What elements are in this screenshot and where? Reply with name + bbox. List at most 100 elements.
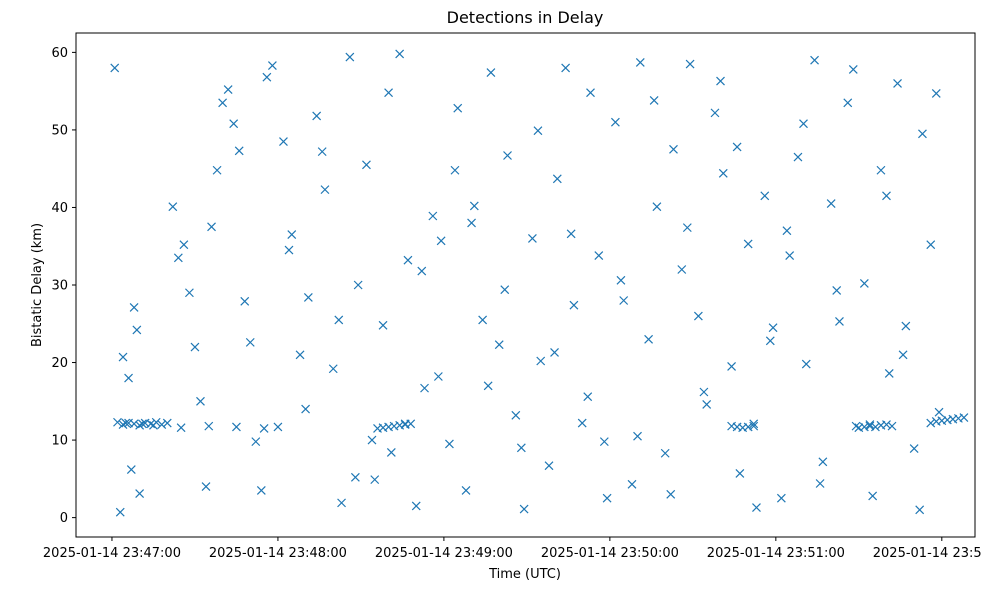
data-point — [129, 303, 139, 312]
data-points — [110, 49, 969, 517]
y-tick-label: 20 — [51, 356, 68, 371]
data-point — [743, 239, 753, 249]
data-point — [176, 423, 186, 433]
data-point — [782, 226, 792, 236]
data-point — [334, 315, 344, 325]
data-point — [732, 142, 742, 152]
data-point — [934, 407, 944, 417]
data-point — [433, 372, 443, 381]
data-point — [752, 503, 761, 512]
data-point — [699, 387, 709, 397]
data-point — [284, 245, 294, 255]
data-point — [262, 72, 272, 82]
data-point — [610, 117, 620, 127]
data-point — [868, 491, 878, 501]
chart-title: Detections in Delay — [447, 8, 604, 27]
data-point — [785, 251, 795, 260]
data-point — [135, 489, 145, 499]
data-point — [760, 191, 770, 201]
data-point — [826, 199, 836, 209]
data-point — [718, 168, 728, 178]
data-point — [184, 288, 194, 298]
data-point — [865, 420, 875, 429]
x-tick-label: 2025-01-14 23:47:00 — [43, 546, 181, 561]
data-point — [428, 211, 438, 221]
data-point — [406, 419, 416, 429]
data-point — [173, 253, 183, 263]
data-point — [179, 240, 189, 250]
data-point — [370, 475, 380, 485]
data-point — [267, 61, 277, 70]
data-point — [519, 504, 529, 514]
data-point — [417, 266, 427, 276]
data-point — [135, 420, 145, 430]
data-point — [876, 165, 886, 175]
data-point — [436, 236, 446, 246]
data-point — [735, 468, 745, 478]
data-point — [835, 317, 844, 326]
data-point — [959, 413, 969, 423]
data-point — [544, 461, 554, 471]
y-tick-label: 40 — [51, 201, 68, 216]
data-point — [848, 65, 858, 74]
data-point — [218, 98, 228, 108]
data-point — [168, 202, 178, 212]
data-point — [453, 103, 463, 113]
data-point — [901, 321, 911, 331]
data-point — [815, 479, 825, 488]
data-point — [126, 465, 136, 474]
data-point — [909, 444, 919, 454]
data-point — [303, 292, 313, 302]
data-point — [201, 482, 211, 492]
data-point — [765, 336, 775, 346]
data-point — [467, 218, 476, 228]
data-point — [666, 489, 676, 499]
data-point — [232, 422, 241, 432]
data-point — [616, 275, 626, 285]
data-point — [569, 300, 579, 310]
data-point — [395, 49, 405, 59]
data-point — [137, 419, 147, 429]
data-point — [851, 421, 861, 431]
x-tick-label: 2025-01-14 23:51:00 — [707, 546, 845, 561]
data-point — [682, 223, 692, 233]
data-point — [386, 448, 396, 457]
data-point — [353, 280, 363, 290]
data-point — [898, 350, 908, 360]
y-tick-label: 30 — [51, 279, 68, 294]
y-tick-label: 60 — [51, 46, 68, 61]
data-point — [118, 352, 128, 362]
data-point — [870, 422, 880, 432]
data-point — [317, 147, 327, 157]
data-point — [157, 420, 167, 429]
data-point — [810, 55, 819, 65]
data-point — [124, 373, 133, 383]
data-point — [926, 240, 936, 250]
data-point — [776, 493, 786, 503]
data-point — [633, 431, 642, 441]
data-point — [693, 311, 703, 321]
data-point — [113, 417, 122, 427]
data-point — [494, 340, 504, 350]
data-point — [350, 472, 360, 482]
plot-area-frame — [75, 32, 976, 538]
data-point — [561, 63, 571, 73]
data-point — [882, 191, 891, 201]
x-tick-label: 2025-01-14 23:48:00 — [209, 546, 347, 561]
data-point — [146, 419, 156, 429]
data-point — [320, 185, 330, 195]
data-point — [799, 119, 808, 129]
x-tick-label: 2025-01-14 23:50:00 — [541, 546, 679, 561]
data-point — [915, 505, 925, 515]
data-point — [727, 361, 737, 371]
data-point — [511, 410, 521, 420]
data-point — [245, 337, 255, 347]
y-tick-label: 50 — [51, 123, 68, 138]
data-point — [516, 443, 526, 453]
data-point — [552, 174, 562, 184]
data-point — [367, 435, 377, 445]
data-point — [818, 457, 828, 467]
data-point — [483, 381, 493, 391]
data-point — [461, 486, 471, 495]
